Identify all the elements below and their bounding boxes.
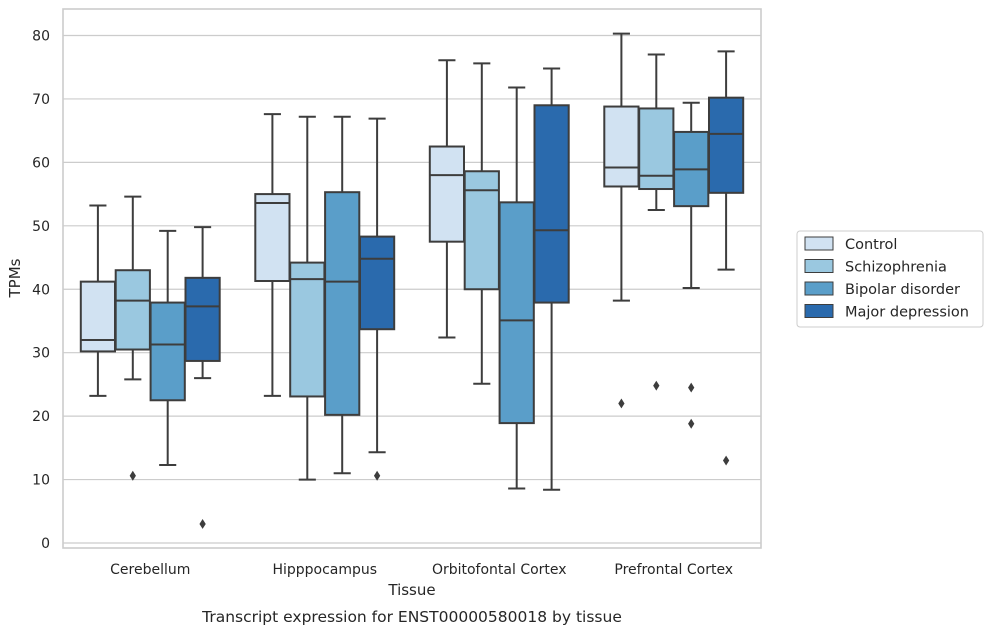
chart-caption: Transcript expression for ENST0000058001… (201, 608, 622, 626)
y-tick-label: 30 (32, 346, 50, 362)
y-tick-label: 80 (32, 29, 50, 45)
legend-swatch (804, 281, 834, 296)
outlier-point (199, 519, 206, 529)
x-tick-label: Prefrontal Cortex (614, 562, 733, 578)
iqr-box (324, 191, 361, 416)
y-tick-label: 20 (32, 409, 50, 425)
iqr-box (358, 235, 396, 331)
outlier-point (688, 382, 695, 393)
x-tick-label: Orbitofontal Cortex (432, 562, 567, 578)
box-bipolar-disorder (498, 86, 535, 490)
box-bipolar-disorder (324, 115, 361, 475)
box-schizophrenia (463, 62, 500, 385)
outlier-point (618, 398, 625, 409)
outlier-point (373, 470, 381, 481)
iqr-box (428, 145, 466, 243)
legend-items: Control Schizophrenia Bipolar disorder Majo… (804, 236, 969, 321)
outlier-point (653, 380, 660, 391)
legend-swatch (804, 304, 834, 318)
y-tick-label: 10 (32, 473, 50, 489)
iqr-box (638, 107, 675, 191)
iqr-box (533, 104, 570, 304)
iqr-box (498, 201, 535, 425)
legend-label: Major depression (845, 305, 969, 321)
iqr-box (603, 105, 640, 188)
iqr-box (184, 276, 221, 362)
box-major-depression (533, 67, 570, 491)
y-tick-label: 60 (32, 155, 50, 171)
y-tick-labels: 0 10 20 30 40 50 60 70 80 (32, 29, 50, 553)
legend-label: Schizophrenia (845, 260, 947, 276)
iqr-box (289, 261, 326, 398)
outlier-point (129, 470, 136, 481)
box-schizophrenia (114, 195, 151, 481)
iqr-box (149, 301, 186, 402)
legend: Control Schizophrenia Bipolar disorder Majo… (796, 230, 984, 328)
iqr-box (114, 269, 151, 351)
boxes (79, 32, 745, 529)
y-axis-label: TPMs (6, 258, 24, 298)
box-bipolar-disorder (149, 229, 186, 466)
legend-swatch (804, 259, 834, 273)
box-control (603, 32, 640, 409)
y-tick-label: 40 (32, 282, 50, 298)
x-tick-label: Cerebellum (110, 562, 190, 578)
iqr-box (707, 96, 745, 194)
outlier-point (688, 418, 695, 429)
legend-frame (796, 230, 984, 328)
box-control (428, 59, 466, 339)
iqr-box (463, 170, 500, 291)
x-tick-labels: Cerebellum Hipppocampus Orbitofontal Corte… (110, 562, 733, 578)
plot-frame (62, 8, 762, 549)
legend-label: Control (845, 237, 897, 253)
legend-swatch (804, 236, 834, 251)
x-tick-label: Hipppocampus (272, 562, 377, 578)
legend-label: Bipolar disorder (845, 282, 960, 298)
box-major-depression (184, 226, 221, 529)
box-schizophrenia (638, 53, 675, 391)
y-tick-label: 70 (32, 92, 50, 108)
box-major-depression (358, 117, 396, 481)
box-bipolar-disorder (673, 101, 710, 429)
outlier-point (722, 455, 730, 466)
y-tick-label: 50 (32, 219, 50, 235)
box-control (79, 204, 117, 397)
x-axis-label: Tissue (387, 581, 435, 599)
box-control (254, 113, 291, 397)
iqr-box (254, 193, 291, 283)
box-major-depression (707, 50, 745, 466)
y-tick-label: 0 (41, 536, 50, 552)
box-schizophrenia (289, 115, 326, 481)
